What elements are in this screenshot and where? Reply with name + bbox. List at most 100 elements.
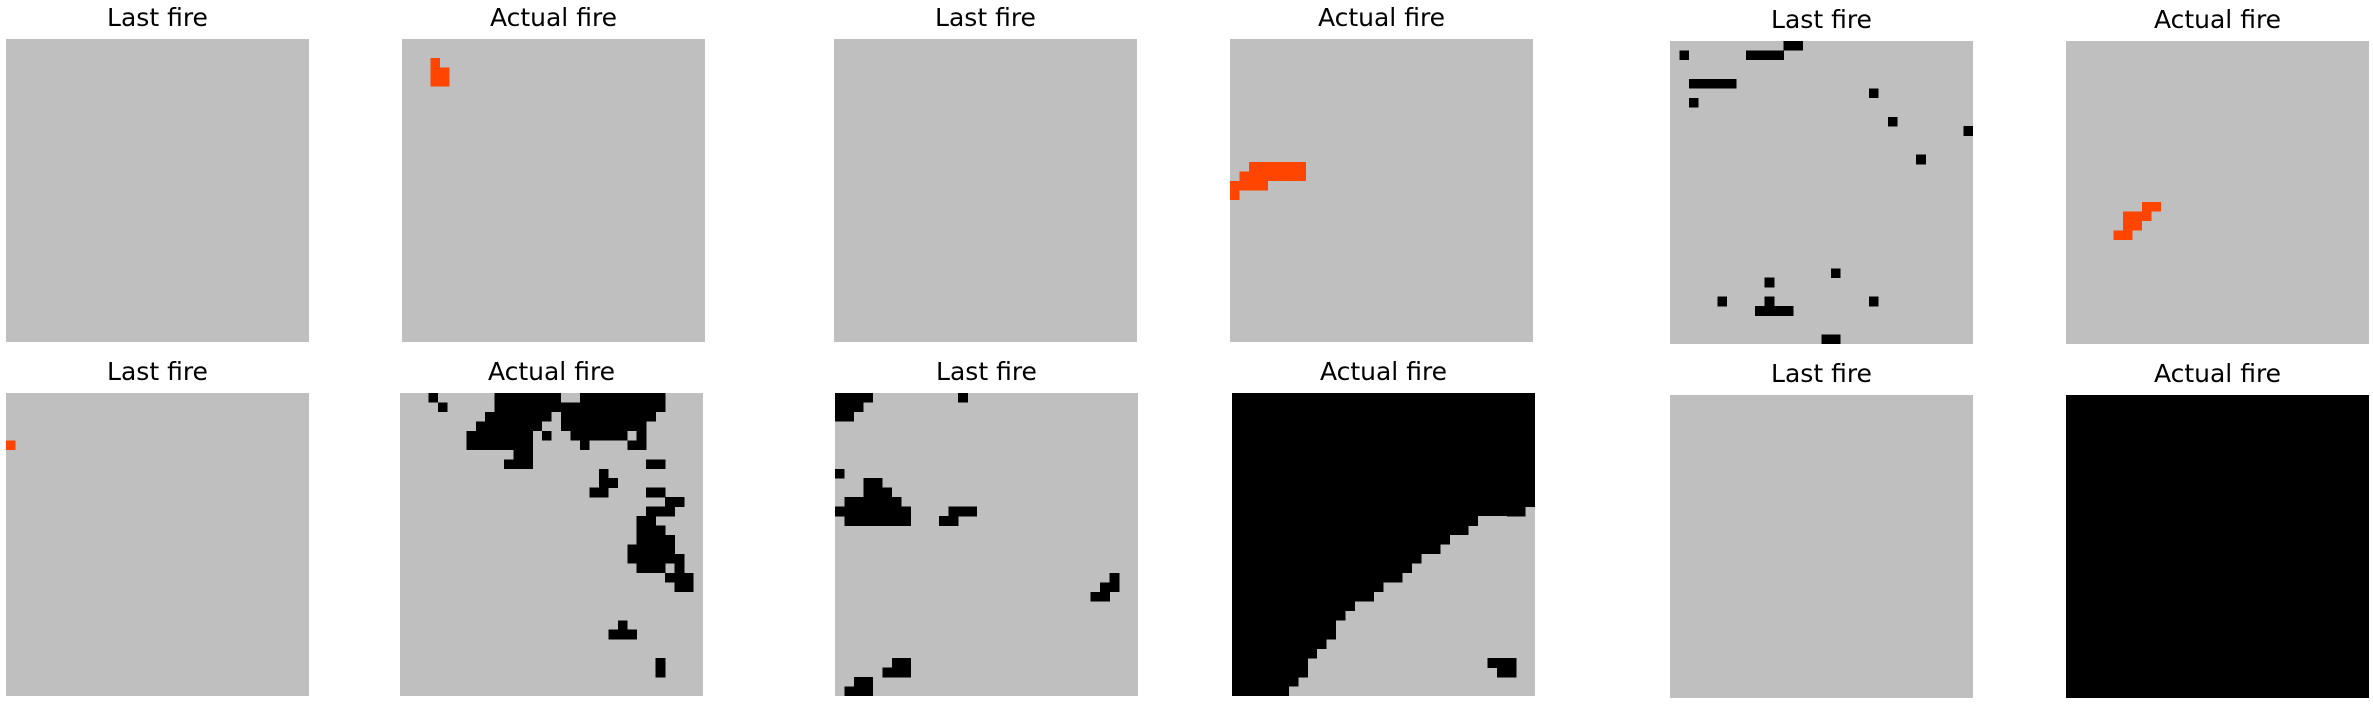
fire-cell	[863, 497, 874, 507]
new-fire-cell	[2122, 230, 2133, 241]
fire-cell	[608, 430, 618, 441]
fire-cell	[485, 440, 495, 451]
fire-cell	[598, 487, 609, 498]
fire-area-row	[1232, 525, 1469, 536]
fire-area-row	[1232, 402, 1535, 413]
new-fire-cell	[2122, 211, 2133, 222]
new-fire-cell	[1286, 162, 1297, 172]
fire-cell	[646, 525, 656, 536]
fire-cell	[485, 411, 495, 422]
fire-cell	[579, 411, 590, 422]
fire-cell	[835, 506, 845, 517]
background-area	[402, 39, 705, 342]
fire-cell	[1916, 154, 1926, 165]
fire-cell	[948, 516, 959, 526]
fire-cell	[627, 440, 637, 451]
panel-title: Last fire	[1771, 5, 1872, 34]
fire-cell	[1679, 50, 1690, 61]
fire-cell	[466, 440, 476, 451]
fire-cell	[513, 393, 524, 403]
fire-cell	[532, 411, 543, 422]
fire-cell	[636, 421, 647, 432]
fire-cell	[835, 411, 845, 422]
fire-cell	[1868, 88, 1879, 99]
new-fire-cell	[2141, 201, 2152, 212]
fire-area-row	[1232, 516, 1488, 526]
new-fire-cell	[1296, 171, 1306, 182]
fire-area-row	[1232, 601, 1356, 611]
new-fire-cell	[1239, 181, 1250, 191]
fire-cell	[646, 411, 656, 422]
fire-cell	[494, 402, 505, 413]
fire-map-svg	[400, 393, 703, 696]
fire-cell	[494, 440, 505, 451]
fire-cell	[1764, 277, 1775, 288]
fire-cell	[579, 440, 590, 451]
fire-cell	[646, 402, 656, 413]
fire-cell	[853, 516, 864, 526]
fire-cell	[646, 535, 656, 545]
new-fire-cell	[2151, 201, 2161, 212]
fire-cell	[617, 411, 628, 422]
fire-cell	[872, 487, 883, 498]
fire-area-row	[1232, 572, 1403, 583]
fire-cell	[627, 629, 637, 640]
new-fire-cell	[1230, 190, 1240, 201]
fire-cell	[646, 393, 656, 403]
fire-cell	[655, 535, 666, 545]
background-area	[1670, 395, 1973, 698]
fire-cell	[589, 393, 600, 403]
fire-cell	[589, 402, 600, 413]
fire-cell	[1764, 306, 1775, 316]
panel-title: Last fire	[935, 3, 1036, 32]
fire-cell	[655, 459, 666, 469]
fire-area-row	[1232, 478, 1535, 488]
fire-map-svg	[2066, 395, 2369, 698]
fire-cell	[636, 563, 647, 574]
fire-cell	[617, 402, 628, 413]
new-fire-cell	[1277, 162, 1288, 172]
fire-cell	[844, 411, 855, 422]
fire-cell	[598, 402, 609, 413]
fire-cell	[636, 544, 647, 555]
panel-title: Last fire	[1771, 359, 1872, 388]
fire-area-row	[1232, 449, 1535, 460]
fire-area	[2066, 395, 2369, 698]
fire-area-row	[1232, 582, 1384, 593]
new-fire-cell	[1258, 181, 1269, 191]
fire-cell	[967, 506, 978, 517]
fire-cell	[560, 421, 571, 432]
fire-cell	[1963, 126, 1973, 136]
fire-cell	[1745, 50, 1756, 61]
fire-cell	[636, 393, 647, 403]
new-fire-cell	[6, 440, 16, 451]
fire-cell	[485, 421, 495, 432]
fire-cell	[617, 421, 628, 432]
fire-cell	[674, 582, 685, 593]
fire-cell	[589, 430, 600, 441]
new-fire-cell	[2122, 220, 2133, 231]
fire-cell	[872, 478, 883, 488]
fire-cell	[1109, 582, 1120, 593]
fire-map	[6, 393, 309, 696]
fire-cell	[844, 497, 855, 507]
panel-title: Last fire	[107, 3, 208, 32]
fire-cell	[844, 393, 855, 403]
fire-cell	[1109, 572, 1120, 583]
fire-cell	[844, 506, 855, 517]
unburned-cell	[1478, 516, 1488, 526]
fire-cell	[872, 506, 883, 517]
fire-cell	[844, 686, 855, 696]
fire-cell	[504, 459, 514, 469]
fire-cell	[598, 411, 609, 422]
fire-cell	[665, 544, 675, 555]
fire-cell	[901, 658, 911, 668]
fire-cell	[608, 411, 618, 422]
fire-cell	[636, 535, 647, 545]
fire-cell	[655, 393, 666, 403]
fire-cell	[646, 459, 656, 469]
fire-cell	[608, 629, 618, 640]
fire-cell	[551, 402, 562, 413]
fire-cell	[494, 411, 505, 422]
